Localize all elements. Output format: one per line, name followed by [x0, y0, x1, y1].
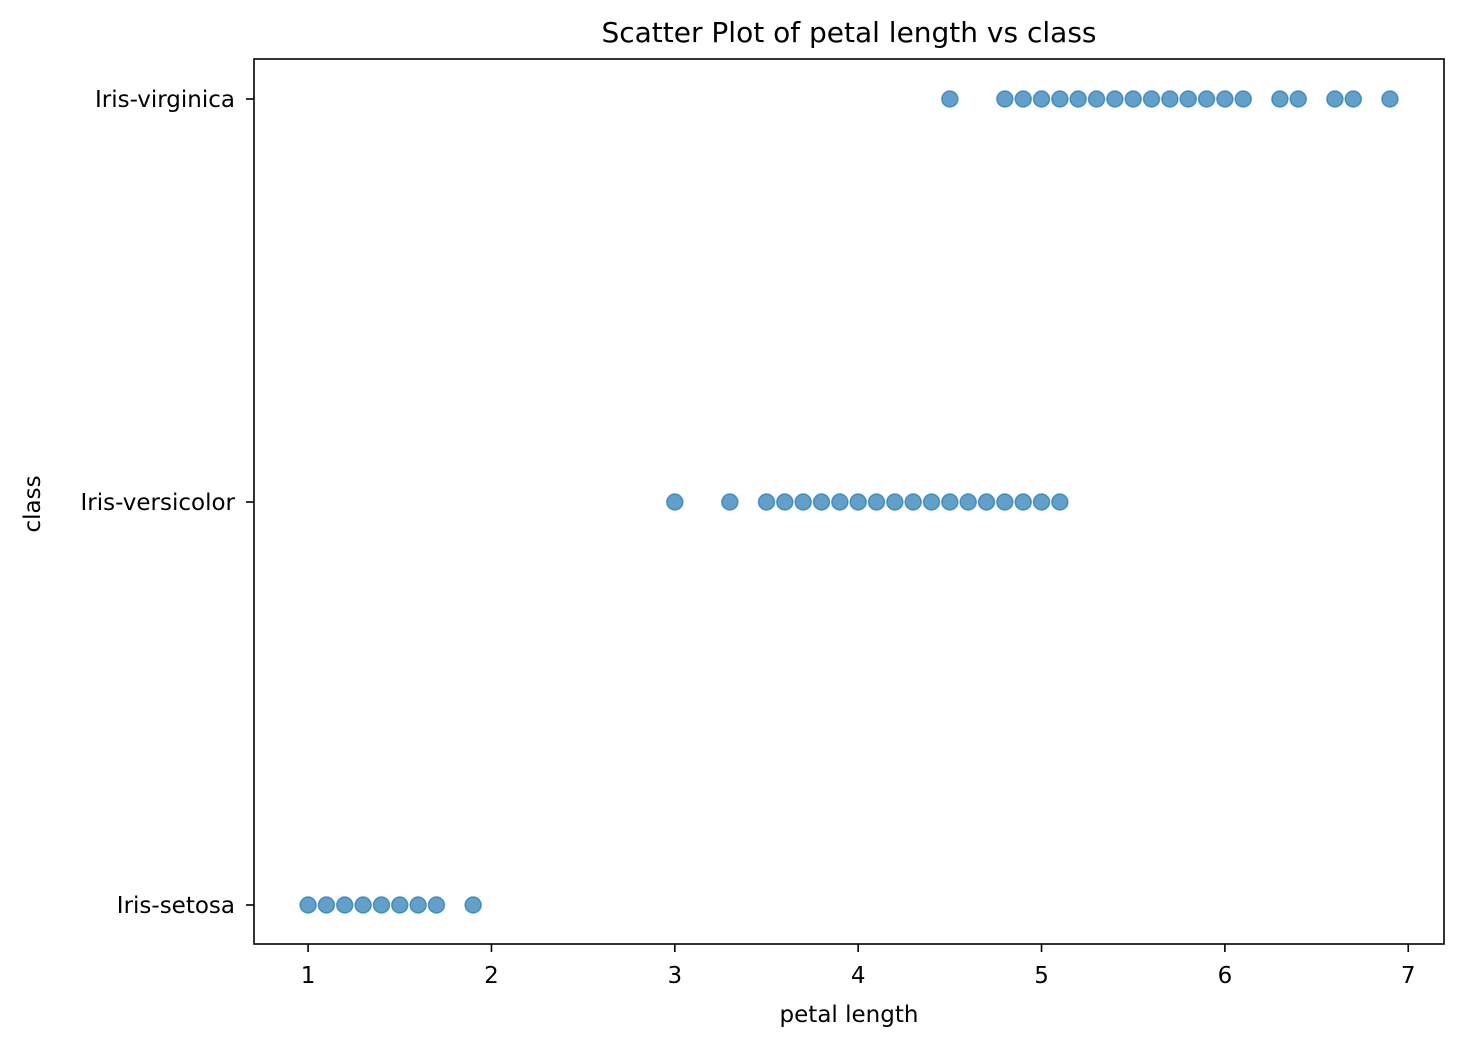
data-point-iris-setosa: [409, 896, 427, 914]
data-point-iris-virginica: [1161, 90, 1179, 108]
data-point-iris-virginica: [1014, 90, 1032, 108]
points-layer: [299, 90, 1399, 914]
data-point-iris-virginica: [941, 90, 959, 108]
data-point-iris-setosa: [464, 896, 482, 914]
x-tick-label: 6: [1218, 963, 1233, 989]
data-point-iris-setosa: [336, 896, 354, 914]
data-point-iris-virginica: [1344, 90, 1362, 108]
data-point-iris-versicolor: [904, 493, 922, 511]
data-point-iris-versicolor: [831, 493, 849, 511]
data-point-iris-virginica: [1197, 90, 1216, 108]
data-point-iris-setosa: [372, 896, 391, 914]
data-point-iris-virginica: [1179, 90, 1197, 108]
data-point-iris-setosa: [299, 896, 317, 914]
data-point-iris-versicolor: [794, 493, 812, 511]
data-point-iris-virginica: [1124, 90, 1142, 108]
data-point-iris-virginica: [1271, 90, 1289, 108]
data-point-iris-versicolor: [776, 493, 794, 511]
y-axis: Iris-setosa Iris-versicolor Iris-virginica: [80, 87, 254, 919]
data-point-iris-virginica: [1216, 90, 1234, 108]
data-point-iris-virginica: [1106, 90, 1124, 108]
data-point-iris-virginica: [1289, 90, 1307, 108]
x-axis: 1 2 3 4 5 6 7: [301, 944, 1416, 989]
x-tick-label: 4: [851, 963, 866, 989]
data-point-iris-versicolor: [922, 493, 941, 511]
data-point-iris-virginica: [1051, 90, 1069, 108]
y-tick-label-iris-virginica: Iris-virginica: [95, 87, 235, 113]
data-point-iris-versicolor: [1051, 493, 1069, 511]
data-point-iris-versicolor: [812, 493, 831, 511]
data-point-iris-virginica: [1142, 90, 1161, 108]
data-point-iris-virginica: [1381, 90, 1399, 108]
data-point-iris-versicolor: [941, 493, 959, 511]
chart-title: Scatter Plot of petal length vs class: [601, 16, 1096, 49]
data-point-iris-versicolor: [849, 493, 867, 511]
data-point-iris-setosa: [354, 896, 372, 914]
data-point-iris-versicolor: [867, 493, 886, 511]
x-tick-label: 3: [667, 963, 682, 989]
data-point-iris-virginica: [1087, 90, 1106, 108]
data-point-iris-virginica: [1032, 90, 1051, 108]
data-point-iris-versicolor: [959, 493, 977, 511]
x-tick-label: 1: [301, 963, 316, 989]
data-point-iris-virginica: [1069, 90, 1087, 108]
y-tick-label-iris-versicolor: Iris-versicolor: [80, 490, 235, 516]
data-point-iris-versicolor: [757, 493, 776, 511]
x-axis-label: petal length: [780, 1002, 919, 1028]
data-point-iris-setosa: [391, 896, 409, 914]
y-axis-label: class: [20, 475, 46, 532]
data-point-iris-versicolor: [666, 493, 684, 511]
data-point-iris-virginica: [996, 90, 1014, 108]
y-tick-label-iris-setosa: Iris-setosa: [117, 893, 235, 919]
data-point-iris-versicolor: [886, 493, 904, 511]
data-point-iris-virginica: [1326, 90, 1344, 108]
data-point-iris-versicolor: [996, 493, 1014, 511]
x-tick-label: 5: [1034, 963, 1049, 989]
data-point-iris-versicolor: [1032, 493, 1051, 511]
data-point-iris-versicolor: [721, 493, 739, 511]
data-point-iris-virginica: [1234, 90, 1252, 108]
data-point-iris-versicolor: [977, 493, 996, 511]
data-point-iris-setosa: [427, 896, 446, 914]
data-point-iris-versicolor: [1014, 493, 1032, 511]
x-tick-label: 2: [484, 963, 499, 989]
data-point-iris-setosa: [317, 896, 336, 914]
x-tick-label: 7: [1401, 963, 1416, 989]
